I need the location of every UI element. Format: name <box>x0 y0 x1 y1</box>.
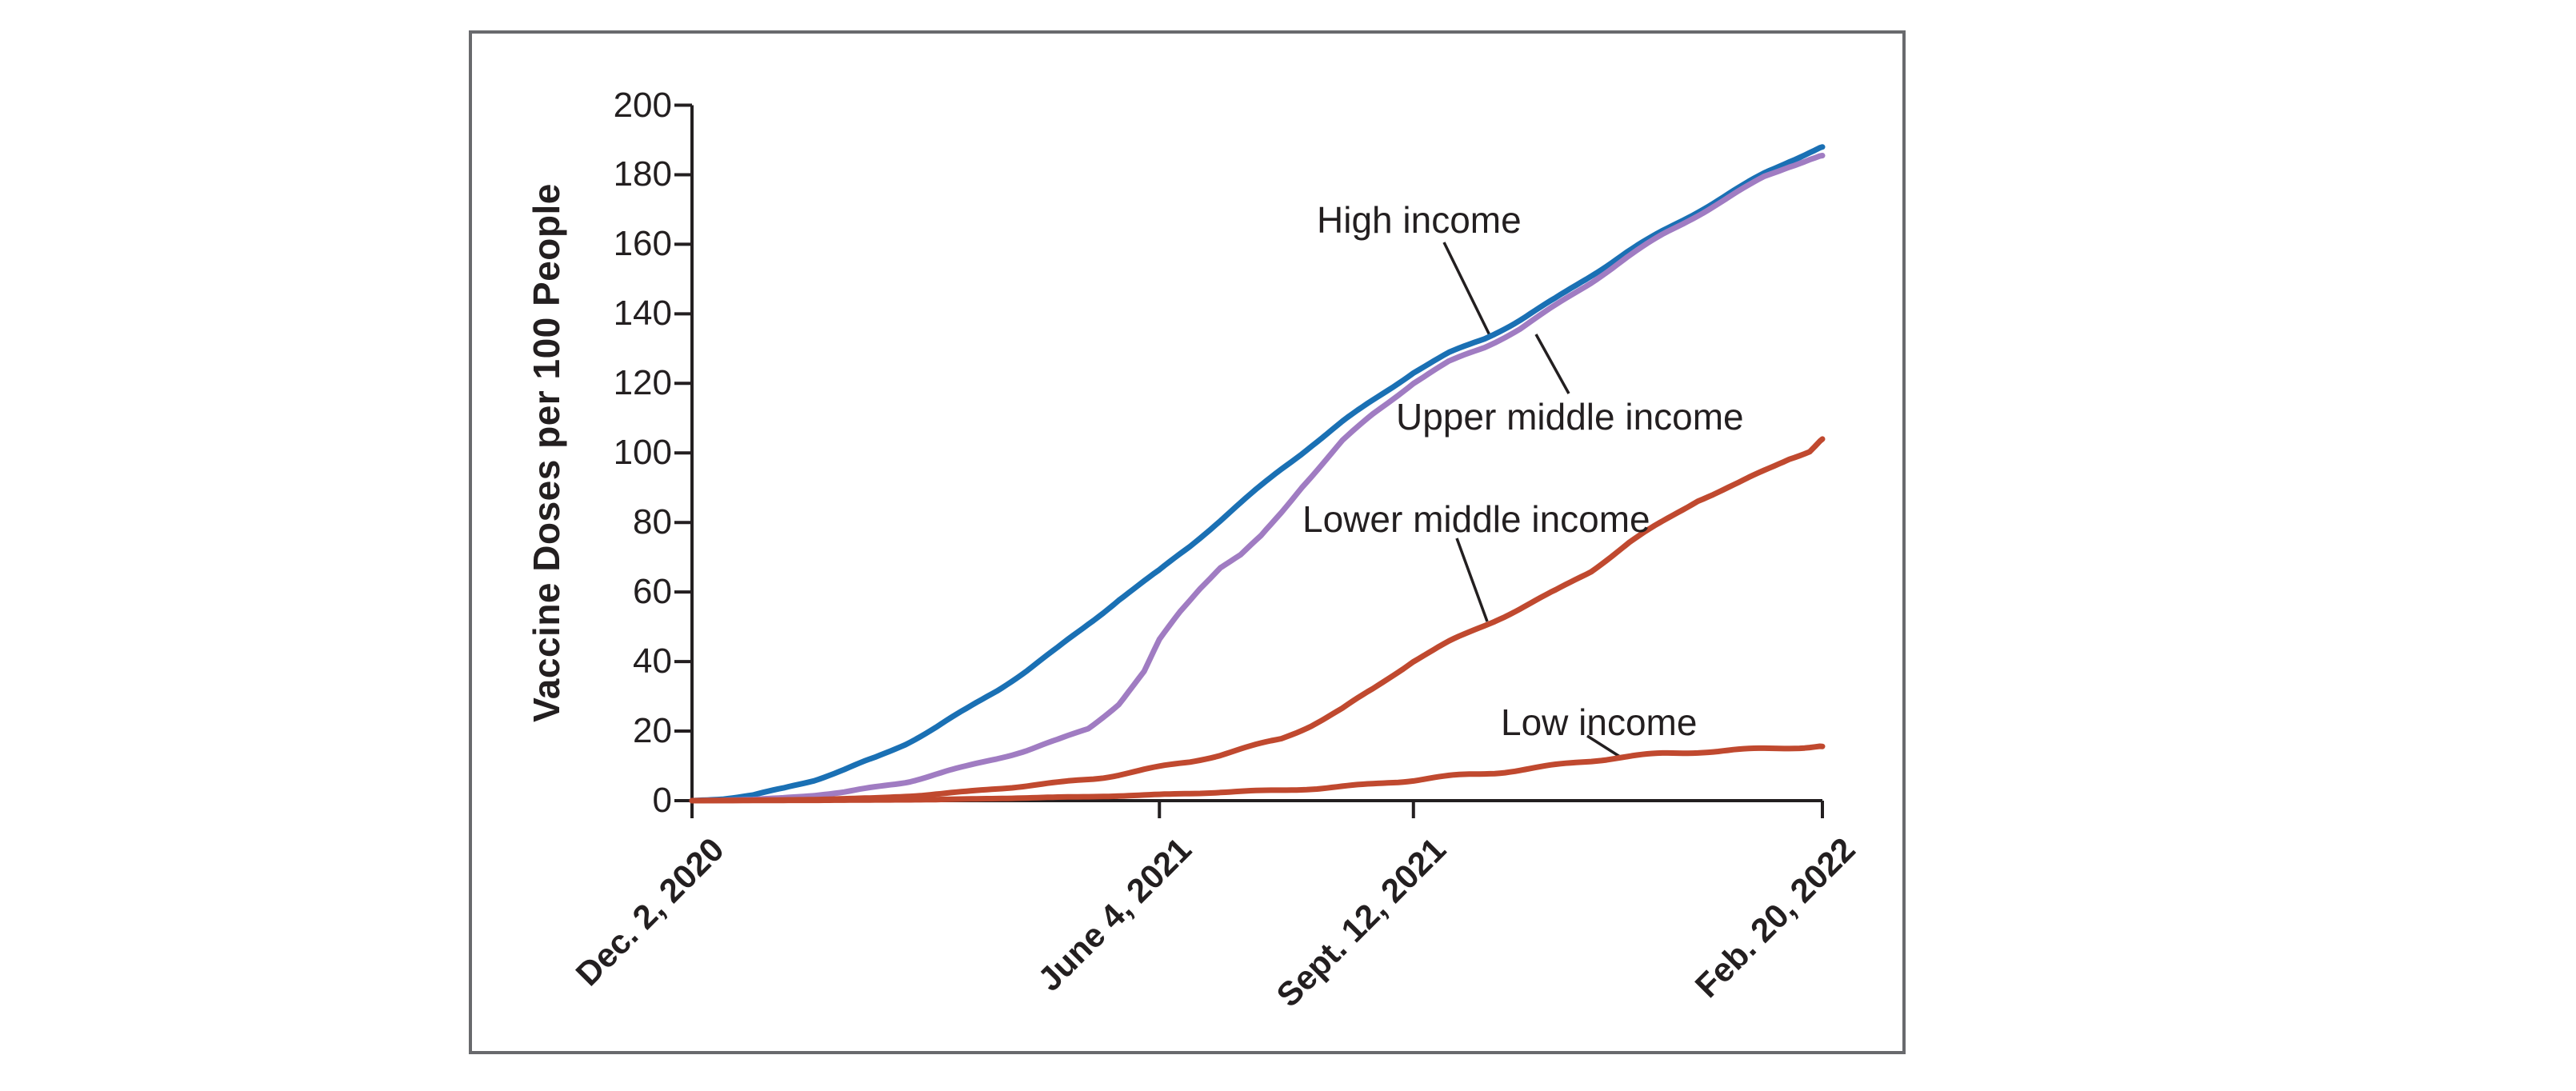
series-line-low-income <box>689 743 1826 804</box>
y-tick-label: 0 <box>652 781 672 820</box>
y-tick-label: 100 <box>613 433 672 473</box>
series-label-lower-middle-income: Lower middle income <box>1302 498 1650 540</box>
series-label-upper-middle-income: Upper middle income <box>1396 396 1744 438</box>
series-label-high-income: High income <box>1317 199 1522 241</box>
y-tick-label: 200 <box>613 85 672 125</box>
series-line-high-income <box>689 144 1826 804</box>
y-tick-label: 120 <box>613 363 672 403</box>
y-tick-label: 160 <box>613 224 672 264</box>
leader-line <box>1586 734 1623 760</box>
y-tick-label: 180 <box>613 154 672 194</box>
series-line-upper-middle-income <box>689 153 1826 804</box>
y-tick-label: 80 <box>633 502 672 542</box>
leader-line <box>1534 334 1570 394</box>
leader-line <box>1455 538 1489 622</box>
series-line-lower-middle-income <box>689 436 1826 804</box>
y-tick-label: 40 <box>633 641 672 681</box>
leader-line <box>1442 242 1492 338</box>
y-tick-label: 140 <box>613 294 672 334</box>
y-tick-label: 20 <box>633 711 672 751</box>
y-tick-label: 60 <box>633 572 672 612</box>
series-label-low-income: Low income <box>1501 701 1698 743</box>
figure-frame <box>469 30 1906 1054</box>
